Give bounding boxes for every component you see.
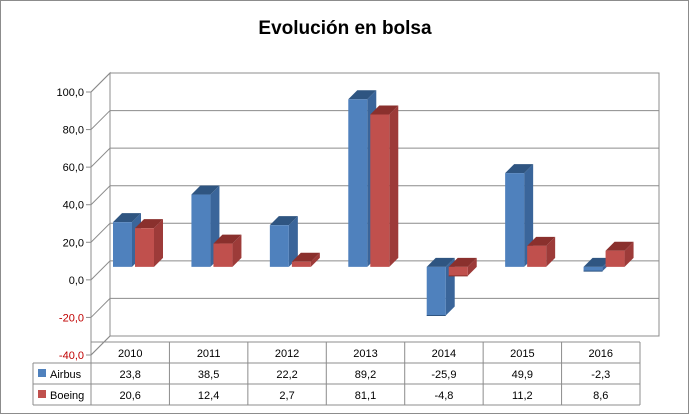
- legend-label-airbus: Airbus: [50, 369, 82, 381]
- value-label-boeing: 20,6: [120, 390, 141, 402]
- chart-title: Evolución en bolsa: [258, 18, 432, 39]
- bar-airbus-2014: [426, 257, 455, 317]
- value-label-airbus: 22,2: [276, 369, 297, 381]
- category-label: 2012: [275, 348, 299, 360]
- y-tick-label: -40,0: [59, 350, 84, 362]
- y-tick-label: 100,0: [56, 87, 84, 99]
- gridline: [90, 222, 659, 243]
- value-label-airbus: 89,2: [355, 369, 376, 381]
- value-label-boeing: 81,1: [355, 390, 376, 402]
- bar-airbus-2015: [505, 164, 534, 267]
- bar-boeing-2011: [213, 234, 242, 267]
- side-wall: [90, 71, 111, 357]
- bars: [113, 90, 634, 317]
- value-label-airbus: -25,9: [431, 369, 456, 381]
- bar-airbus-2012: [269, 216, 298, 267]
- category-label: 2014: [432, 348, 456, 360]
- category-label: 2016: [589, 348, 613, 360]
- gridline: [90, 72, 659, 93]
- y-tick-label: 20,0: [63, 237, 84, 249]
- gridline: [90, 185, 659, 206]
- gridline: [90, 110, 659, 130]
- value-label-airbus: 49,9: [512, 369, 533, 381]
- y-tick-label: 80,0: [63, 125, 84, 137]
- y-tick-label: 60,0: [63, 162, 84, 174]
- bar-boeing-2010: [135, 219, 163, 267]
- bar-boeing-2015: [527, 236, 556, 267]
- value-label-airbus: -2,3: [591, 369, 610, 381]
- legend-key-boeing: [38, 390, 46, 398]
- legend-label-boeing: Boeing: [50, 390, 84, 402]
- value-label-airbus: 38,5: [198, 369, 219, 381]
- value-label-boeing: 8,6: [593, 390, 608, 402]
- value-label-airbus: 23,8: [120, 369, 141, 381]
- y-tick-label: 0,0: [69, 275, 84, 287]
- value-label-boeing: 2,7: [279, 390, 294, 402]
- category-label: 2015: [510, 348, 534, 360]
- bar-boeing-2014: [448, 257, 477, 277]
- y-axis-ticks: 100,0 80,0 60,0 40,0 20,0 0,0 -20,0 -40,0: [56, 87, 84, 362]
- gridline: [90, 297, 659, 318]
- data-table: 2010 2011 2012 2013 2014 2015 2016 Airbus 23,8 38…: [32, 341, 641, 406]
- gridlines: [86, 72, 659, 356]
- gridline: [90, 147, 659, 168]
- bar-boeing-2016: [605, 241, 634, 267]
- y-tick-label: 40,0: [63, 200, 84, 212]
- category-label: 2013: [353, 348, 377, 360]
- y-tick-label: -20,0: [59, 312, 84, 324]
- value-label-boeing: 11,2: [512, 390, 533, 402]
- category-label: 2010: [118, 348, 142, 360]
- legend-key-airbus: [38, 369, 46, 377]
- category-label: 2011: [197, 348, 221, 360]
- bar-boeing-2013: [370, 105, 399, 267]
- value-label-boeing: -4,8: [434, 390, 453, 402]
- value-label-boeing: 12,4: [198, 390, 219, 402]
- gridline: [90, 335, 659, 356]
- bar-boeing-2012: [291, 252, 320, 267]
